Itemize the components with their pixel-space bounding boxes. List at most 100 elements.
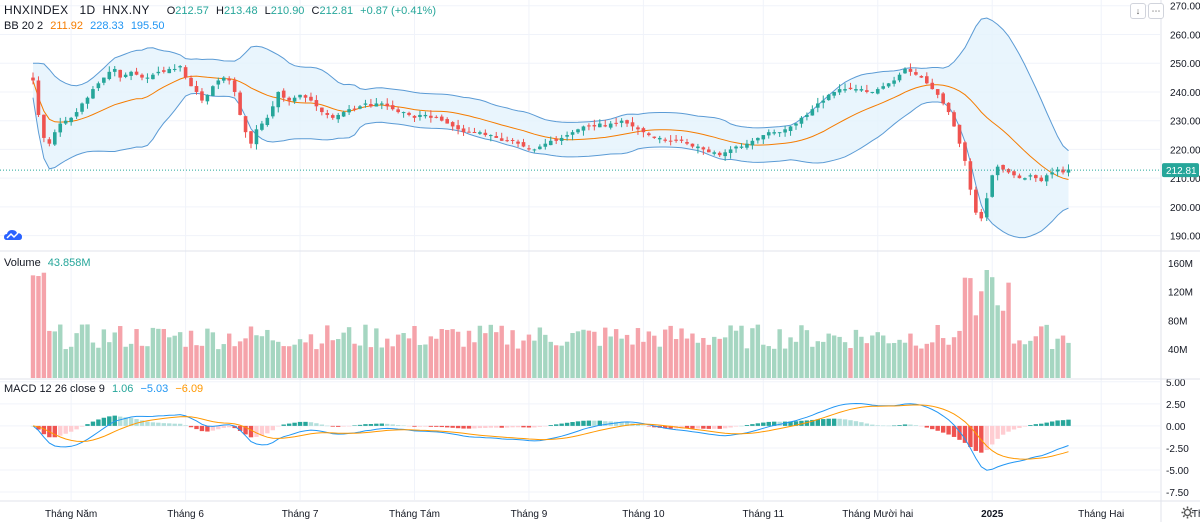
macd-histogram-bar [68,425,74,432]
volume-bar [1055,338,1060,378]
macd-histogram-bar [995,425,1000,439]
volume-tick-label: 120M [1168,288,1193,299]
volume-bar [815,341,820,378]
macd-histogram-bar [924,425,929,428]
macd-histogram-bar [733,425,739,427]
volume-bar [924,343,929,378]
macd-histogram-bar [799,420,804,426]
candle-body [330,115,335,118]
macd-histogram-bar [101,417,107,426]
volume-bar [281,346,286,378]
candle-body [200,91,204,101]
candle-body [816,103,820,108]
macd-histogram-bar [374,423,379,426]
volume-bar [717,338,722,378]
volume-bar [946,344,951,378]
volume-bar [85,324,90,378]
candle-body [478,132,482,134]
candle-body [821,100,826,103]
candle-body [892,80,896,84]
candle-body [358,106,362,109]
candle-body [320,107,324,113]
macd-tick-label: 5.00 [1166,378,1186,389]
macd-histogram-bar [445,425,450,428]
candle-body [592,125,597,127]
volume-bar [630,344,635,378]
volume-legend[interactable]: Volume 43.858M [4,256,95,270]
candle-body [941,93,945,104]
last-price-label: 212.81 [1166,166,1197,177]
volume-bar [1039,326,1044,378]
macd-histogram-bar [940,425,946,433]
macd-histogram-bar [319,424,325,426]
candle-body [897,74,902,81]
volume-bar [624,334,630,378]
macd-histogram-bar [450,425,455,428]
candle-body [946,102,951,113]
volume-bar [216,349,221,378]
bb-legend[interactable]: BB 20 2 211.92 228.33 195.50 [4,19,168,33]
candle-body [63,120,68,124]
macd-legend[interactable]: MACD 12 26 close 9 1.06 −5.03 −6.09 [4,382,207,396]
volume-bar [510,330,515,378]
macd-histogram-bar [188,425,194,428]
volume-bar [968,278,973,378]
volume-bar [47,330,52,378]
macd-histogram-bar [325,425,330,427]
close-label: C [311,5,320,17]
macd-histogram-bar [668,425,673,429]
price-tick-label: 200.00 [1170,203,1200,214]
volume-bar [325,325,330,378]
volume-bar [139,345,145,378]
volume-bar [374,328,379,378]
macd-histogram-bar [79,425,85,427]
candle-body [674,139,678,141]
volume-bar [690,333,695,378]
candle-body [47,139,52,144]
volume-bar [793,341,799,378]
candle-body [984,198,989,218]
candle-body [461,128,466,133]
candle-body [598,123,602,128]
menu-dots-icon[interactable]: ⋯ [1148,3,1164,19]
candle-body [341,112,346,117]
candle-body [156,71,161,74]
candle-body [102,77,106,83]
volume-bar [265,329,270,378]
candle-body [325,113,330,115]
volume-bar [603,327,608,378]
candle-body [843,89,847,91]
volume-bar [984,270,989,378]
candle-body [298,94,302,98]
volume-bar [712,336,717,378]
gear-icon[interactable] [1181,506,1194,519]
candle-body [254,129,259,145]
macd-signal-value: −6.09 [175,383,204,395]
volume-bar [232,346,237,378]
symbol-name[interactable]: HNXINDEX [4,3,69,17]
macd-histogram-bar [494,425,499,428]
volume-bar [434,338,439,378]
arrow-down-icon[interactable]: ↓ [1130,3,1146,19]
candle-body [657,137,662,140]
interval[interactable]: 1D [79,3,96,17]
macd-tick-label: -5.00 [1166,466,1189,477]
macd-histogram-bar [357,424,363,426]
macd-histogram-bar [1000,425,1006,435]
candle-body [1039,177,1044,182]
price-tick-label: 240.00 [1170,88,1200,99]
candle-body [145,77,150,79]
macd-histogram-bar [379,423,384,426]
candle-body [1023,178,1027,180]
volume-bar [930,342,935,378]
candle-body [1017,175,1022,179]
volume-bar [390,346,395,378]
volume-bar [336,339,341,378]
macd-histogram-bar [891,425,897,427]
macd-histogram-bar [243,425,248,435]
macd-histogram-bar [532,425,537,428]
candle-body [162,70,166,72]
candle-body [390,105,395,110]
